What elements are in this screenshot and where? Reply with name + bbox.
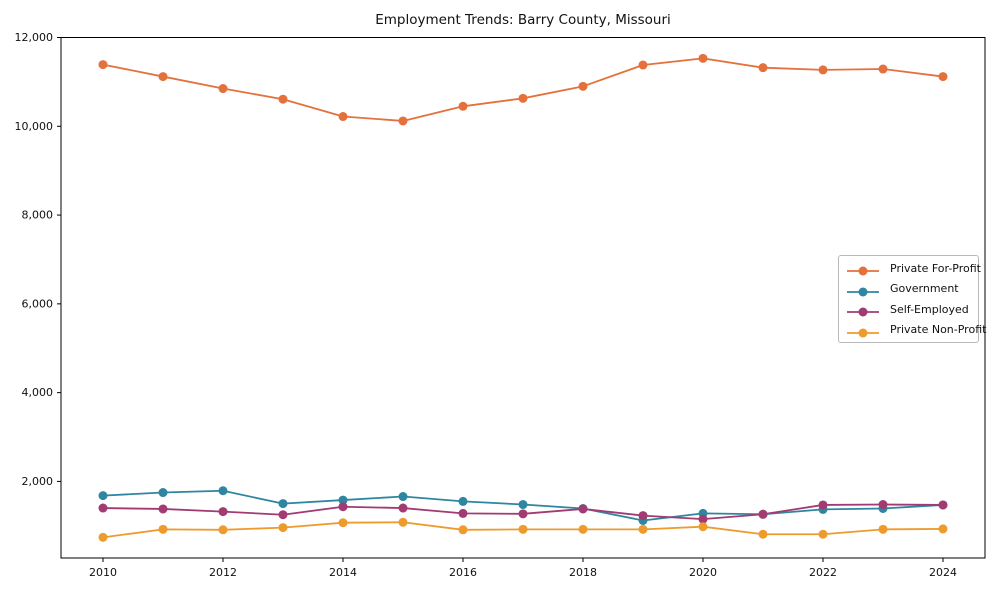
data-point-private-non-profit-2020 — [698, 522, 708, 532]
data-point-government-2016 — [458, 496, 468, 506]
data-point-private-for-profit-2024 — [938, 72, 948, 82]
x-tick-label: 2014 — [329, 566, 357, 579]
data-point-private-non-profit-2014 — [338, 518, 348, 528]
data-point-self-employed-2023 — [878, 500, 888, 510]
data-point-private-for-profit-2018 — [578, 81, 588, 91]
legend-label-self-employed: Self-Employed — [890, 302, 969, 316]
data-point-private-for-profit-2015 — [398, 116, 408, 126]
chart-title: Employment Trends: Barry County, Missour… — [375, 12, 671, 28]
legend-marker-government — [846, 283, 880, 297]
data-point-self-employed-2020 — [698, 514, 708, 524]
data-point-private-non-profit-2019 — [638, 524, 648, 534]
legend-label-private-for-profit: Private For-Profit — [890, 261, 981, 275]
data-point-self-employed-2018 — [578, 504, 588, 514]
data-point-self-employed-2024 — [938, 500, 948, 510]
y-tick-label: 8,000 — [22, 209, 54, 222]
y-tick-label: 6,000 — [22, 297, 54, 310]
data-point-self-employed-2022 — [818, 500, 828, 510]
data-point-private-for-profit-2019 — [638, 60, 648, 70]
data-point-government-2014 — [338, 495, 348, 505]
data-point-self-employed-2012 — [218, 507, 228, 517]
x-tick-label: 2022 — [809, 566, 837, 579]
y-tick-label: 10,000 — [15, 120, 54, 133]
legend-item-government: Government — [839, 279, 978, 299]
data-point-self-employed-2017 — [518, 509, 528, 519]
x-tick-label: 2010 — [89, 566, 117, 579]
data-point-private-non-profit-2015 — [398, 517, 408, 527]
legend-marker-private-non-profit — [846, 324, 880, 338]
data-point-private-for-profit-2011 — [158, 72, 168, 82]
data-point-self-employed-2021 — [758, 509, 768, 519]
data-point-private-non-profit-2024 — [938, 524, 948, 534]
data-point-self-employed-2015 — [398, 503, 408, 513]
data-point-private-for-profit-2023 — [878, 64, 888, 74]
data-point-private-for-profit-2014 — [338, 112, 348, 122]
data-point-private-for-profit-2020 — [698, 53, 708, 63]
x-tick-label: 2024 — [929, 566, 957, 579]
data-point-private-for-profit-2012 — [218, 84, 228, 94]
data-point-government-2017 — [518, 500, 528, 510]
y-tick-label: 4,000 — [22, 386, 54, 399]
data-point-private-non-profit-2010 — [98, 532, 108, 542]
data-point-government-2015 — [398, 492, 408, 502]
data-point-private-non-profit-2011 — [158, 524, 168, 534]
data-point-government-2011 — [158, 488, 168, 498]
legend-label-government: Government — [890, 282, 959, 296]
data-point-self-employed-2014 — [338, 502, 348, 512]
data-point-self-employed-2016 — [458, 508, 468, 518]
data-point-private-non-profit-2022 — [818, 529, 828, 539]
data-point-self-employed-2013 — [278, 510, 288, 520]
data-point-government-2013 — [278, 499, 288, 509]
chart-legend: Private For-Profit Government Self-Employe… — [838, 255, 986, 343]
data-point-private-for-profit-2022 — [818, 65, 828, 75]
x-tick-label: 2020 — [689, 566, 717, 579]
data-point-private-non-profit-2017 — [518, 524, 528, 534]
data-point-private-non-profit-2016 — [458, 525, 468, 535]
data-point-self-employed-2019 — [638, 511, 648, 521]
legend-item-self-employed: Self-Employed — [839, 299, 978, 319]
data-point-government-2012 — [218, 486, 228, 496]
legend-marker-self-employed — [846, 303, 880, 317]
data-point-private-for-profit-2017 — [518, 93, 528, 103]
data-point-self-employed-2010 — [98, 503, 108, 513]
data-point-private-for-profit-2016 — [458, 101, 468, 111]
data-point-government-2010 — [98, 491, 108, 501]
data-point-private-non-profit-2023 — [878, 524, 888, 534]
x-tick-label: 2012 — [209, 566, 237, 579]
legend-item-private-non-profit: Private Non-Profit — [839, 320, 986, 340]
y-tick-label: 2,000 — [22, 475, 54, 488]
x-tick-label: 2016 — [449, 566, 477, 579]
data-point-private-non-profit-2013 — [278, 523, 288, 533]
data-point-private-non-profit-2012 — [218, 525, 228, 535]
y-tick-label: 12,000 — [15, 31, 54, 44]
legend-label-private-non-profit: Private Non-Profit — [890, 323, 987, 337]
data-point-private-for-profit-2010 — [98, 60, 108, 70]
x-tick-label: 2018 — [569, 566, 597, 579]
legend-marker-private-for-profit — [846, 262, 880, 276]
axes-frame — [60, 37, 986, 559]
data-point-private-non-profit-2021 — [758, 529, 768, 539]
data-point-private-non-profit-2018 — [578, 524, 588, 534]
legend-item-private-for-profit: Private For-Profit — [839, 258, 981, 278]
data-point-private-for-profit-2013 — [278, 94, 288, 104]
data-point-private-for-profit-2021 — [758, 63, 768, 73]
series-line-private-for-profit — [102, 57, 944, 122]
data-point-self-employed-2011 — [158, 504, 168, 514]
